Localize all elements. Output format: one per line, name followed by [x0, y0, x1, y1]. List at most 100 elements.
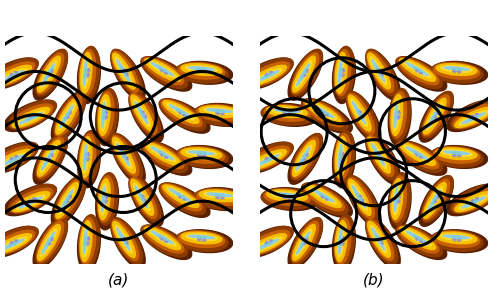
Ellipse shape [338, 229, 342, 254]
Ellipse shape [33, 218, 68, 268]
Ellipse shape [80, 221, 92, 262]
Ellipse shape [160, 99, 210, 133]
Ellipse shape [451, 100, 499, 129]
Ellipse shape [296, 232, 310, 254]
Ellipse shape [434, 231, 480, 248]
Ellipse shape [207, 193, 232, 196]
Ellipse shape [366, 218, 400, 268]
Ellipse shape [204, 108, 236, 114]
Ellipse shape [130, 93, 157, 134]
Ellipse shape [430, 62, 483, 83]
Ellipse shape [346, 176, 378, 222]
Ellipse shape [97, 88, 117, 141]
Ellipse shape [189, 67, 214, 70]
Ellipse shape [428, 106, 440, 128]
Ellipse shape [96, 173, 118, 230]
Ellipse shape [253, 153, 282, 167]
Ellipse shape [115, 141, 132, 169]
Ellipse shape [388, 173, 411, 230]
Ellipse shape [161, 100, 202, 127]
Ellipse shape [56, 182, 78, 218]
Ellipse shape [0, 65, 32, 85]
Ellipse shape [102, 187, 105, 212]
Ellipse shape [52, 92, 86, 142]
Ellipse shape [129, 91, 160, 138]
Ellipse shape [1, 239, 24, 250]
Ellipse shape [422, 95, 450, 136]
Ellipse shape [370, 57, 387, 84]
Ellipse shape [390, 88, 410, 141]
Ellipse shape [264, 189, 310, 205]
Ellipse shape [176, 230, 233, 252]
Ellipse shape [334, 215, 354, 267]
Ellipse shape [148, 61, 176, 78]
Ellipse shape [33, 50, 68, 100]
Ellipse shape [264, 105, 310, 121]
Ellipse shape [292, 221, 318, 262]
Ellipse shape [266, 106, 308, 118]
Ellipse shape [441, 234, 472, 241]
Ellipse shape [302, 183, 348, 215]
Ellipse shape [459, 195, 488, 209]
Ellipse shape [56, 98, 78, 134]
Ellipse shape [370, 141, 387, 169]
Ellipse shape [40, 229, 57, 256]
Ellipse shape [97, 173, 117, 225]
Ellipse shape [176, 146, 228, 167]
Ellipse shape [396, 141, 442, 173]
Ellipse shape [292, 140, 316, 176]
Ellipse shape [430, 146, 483, 167]
Ellipse shape [462, 113, 484, 124]
Ellipse shape [431, 146, 488, 168]
Ellipse shape [0, 230, 34, 255]
Ellipse shape [111, 49, 142, 96]
Ellipse shape [404, 145, 431, 162]
Ellipse shape [58, 103, 75, 130]
Ellipse shape [431, 230, 488, 252]
Ellipse shape [372, 228, 384, 250]
Ellipse shape [256, 239, 279, 250]
Ellipse shape [312, 189, 334, 202]
Ellipse shape [0, 69, 27, 83]
Ellipse shape [0, 62, 34, 86]
Ellipse shape [0, 150, 32, 170]
Ellipse shape [419, 176, 454, 226]
Ellipse shape [348, 177, 374, 218]
Ellipse shape [112, 220, 138, 260]
Ellipse shape [434, 63, 480, 79]
Ellipse shape [4, 100, 56, 132]
Ellipse shape [367, 136, 394, 176]
Ellipse shape [302, 99, 348, 130]
Ellipse shape [96, 89, 118, 146]
Ellipse shape [197, 105, 243, 121]
Ellipse shape [145, 59, 180, 81]
Ellipse shape [310, 187, 336, 204]
Ellipse shape [368, 137, 390, 173]
Ellipse shape [310, 103, 336, 120]
Ellipse shape [37, 221, 64, 262]
Ellipse shape [422, 91, 454, 138]
Ellipse shape [288, 50, 322, 100]
Ellipse shape [390, 173, 410, 225]
Ellipse shape [207, 109, 232, 112]
Ellipse shape [262, 103, 318, 126]
Ellipse shape [292, 56, 316, 92]
Ellipse shape [312, 105, 334, 118]
Ellipse shape [42, 64, 54, 86]
Ellipse shape [82, 141, 89, 173]
Ellipse shape [0, 237, 27, 252]
Ellipse shape [60, 106, 72, 128]
Ellipse shape [82, 226, 89, 257]
Ellipse shape [135, 186, 148, 208]
Ellipse shape [391, 95, 402, 135]
Ellipse shape [351, 183, 368, 211]
Ellipse shape [19, 113, 42, 124]
Ellipse shape [338, 60, 342, 85]
Ellipse shape [176, 230, 228, 251]
Ellipse shape [240, 226, 293, 258]
Ellipse shape [338, 144, 342, 170]
Ellipse shape [12, 107, 50, 128]
Ellipse shape [291, 49, 322, 96]
Ellipse shape [163, 185, 199, 207]
Ellipse shape [366, 49, 398, 96]
